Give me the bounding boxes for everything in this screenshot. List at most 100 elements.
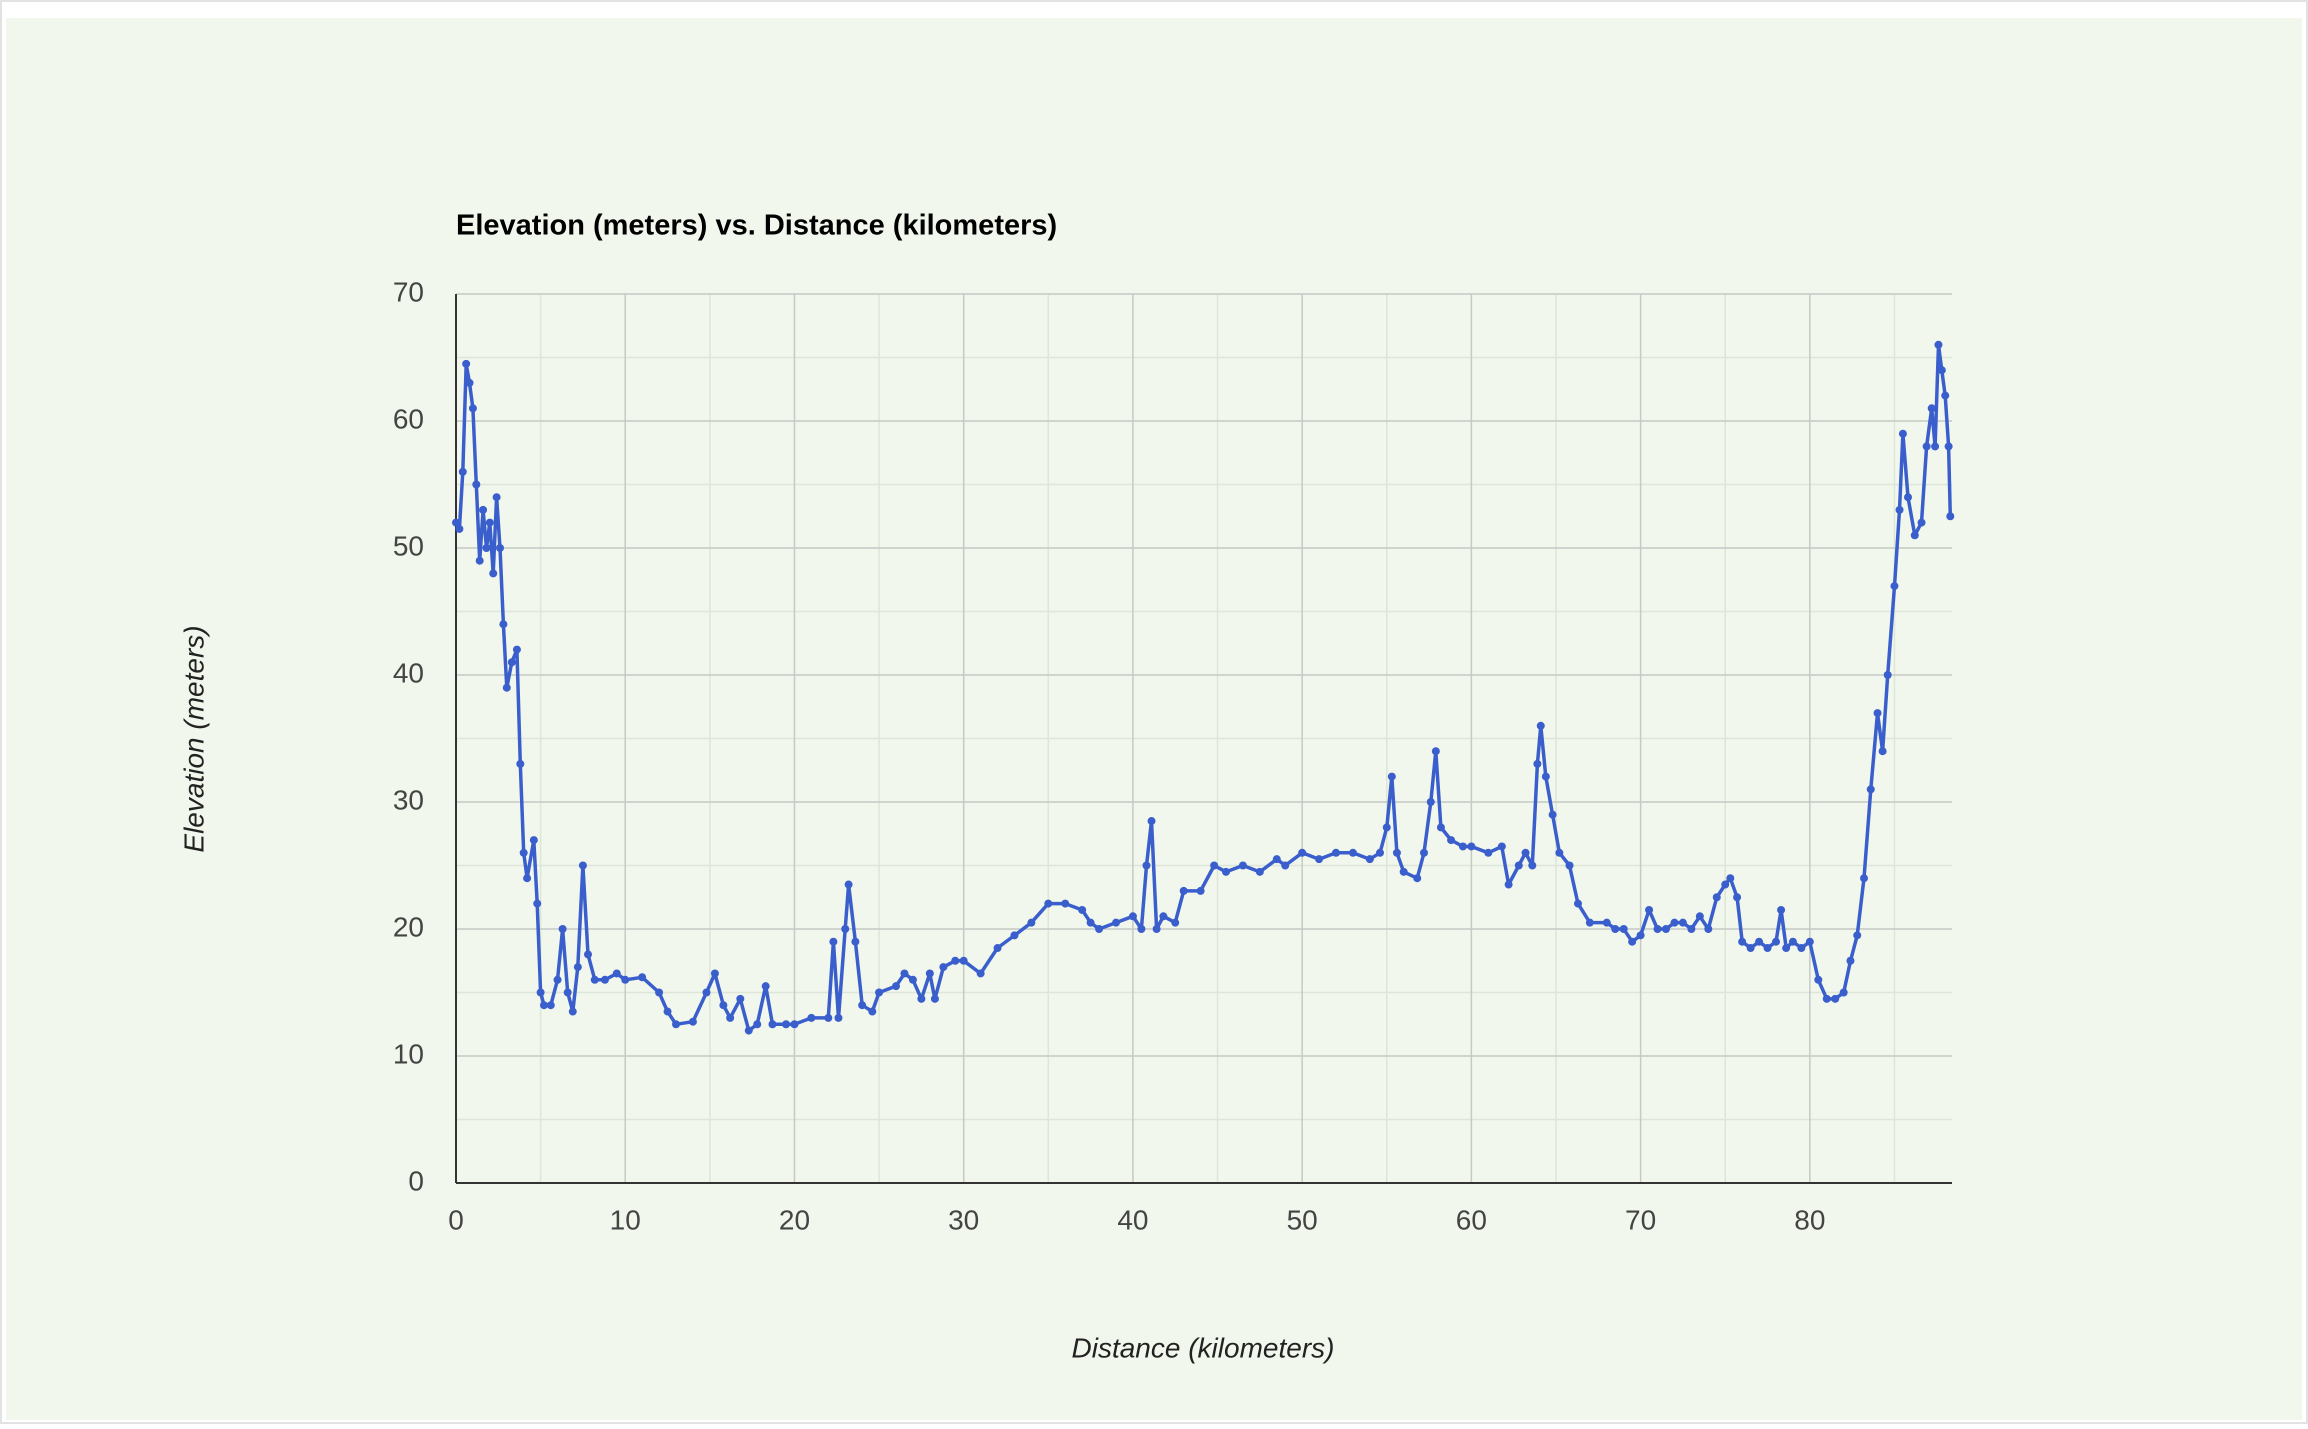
point: [612, 969, 621, 978]
y-tick-label: 50: [393, 530, 424, 561]
point: [1376, 848, 1384, 857]
point: [1678, 918, 1687, 927]
point: [472, 480, 481, 489]
point: [1298, 848, 1307, 857]
point: [1315, 855, 1324, 864]
point: [1431, 747, 1440, 756]
point: [1931, 442, 1940, 451]
point: [1238, 861, 1247, 870]
point: [782, 1020, 790, 1029]
point: [1636, 931, 1645, 940]
point: [726, 1013, 735, 1022]
point: [1777, 905, 1786, 914]
point: [1521, 848, 1530, 857]
point: [1917, 518, 1926, 527]
point: [851, 937, 860, 946]
plot: [452, 340, 1955, 1035]
point: [1866, 785, 1875, 794]
point: [1860, 874, 1868, 883]
x-tick-label: 30: [948, 1204, 979, 1235]
point: [1533, 759, 1542, 768]
x-axis-title: Distance (kilometers): [1072, 1332, 1335, 1363]
x-tick-label: 70: [1625, 1204, 1656, 1235]
point: [1541, 772, 1550, 781]
point: [546, 1001, 555, 1010]
point: [584, 950, 592, 959]
point: [1944, 442, 1953, 451]
point: [1687, 925, 1696, 933]
point: [917, 994, 926, 1003]
point: [688, 1017, 697, 1026]
point: [959, 956, 968, 965]
point: [489, 569, 498, 578]
point: [529, 836, 538, 845]
point: [1738, 937, 1747, 946]
x-tick-label: 50: [1287, 1204, 1318, 1235]
point: [468, 404, 477, 413]
point: [1387, 772, 1396, 781]
point: [523, 874, 532, 883]
point: [1458, 842, 1467, 851]
point: [1670, 918, 1679, 927]
point: [1941, 391, 1950, 400]
point: [976, 969, 985, 978]
point: [1910, 531, 1919, 540]
point: [1602, 918, 1611, 927]
point: [1814, 975, 1823, 984]
point: [1772, 937, 1780, 946]
point: [1392, 848, 1401, 857]
point: [1196, 886, 1205, 895]
point: [1763, 944, 1772, 953]
point: [1904, 493, 1912, 502]
x-tick-label: 80: [1794, 1204, 1825, 1235]
point: [753, 1020, 762, 1029]
point: [519, 848, 528, 857]
point: [452, 518, 460, 527]
point: [1611, 925, 1620, 933]
point: [533, 899, 542, 908]
point: [1413, 874, 1422, 883]
point: [621, 975, 630, 984]
point: [465, 378, 474, 387]
point: [1128, 912, 1137, 921]
point: [1086, 918, 1095, 927]
x-tick-label: 10: [610, 1204, 641, 1235]
chart-title: Elevation (meters) vs. Distance (kilomet…: [456, 210, 1057, 242]
point: [1504, 880, 1513, 889]
point: [1890, 582, 1899, 591]
point: [462, 359, 471, 368]
point: [1726, 874, 1735, 883]
point: [1695, 912, 1704, 921]
point: [1721, 880, 1730, 889]
point: [1653, 925, 1662, 933]
point: [1484, 848, 1493, 857]
x-tick-label: 0: [448, 1204, 464, 1235]
point: [1746, 944, 1755, 953]
point: [1159, 912, 1168, 921]
point: [1922, 442, 1931, 451]
x-tick-label: 60: [1456, 1204, 1487, 1235]
point: [1420, 848, 1428, 857]
point: [1755, 937, 1764, 946]
point: [455, 524, 464, 533]
point: [1937, 366, 1946, 375]
point: [744, 1026, 753, 1035]
point: [655, 988, 664, 997]
point: [1137, 925, 1146, 933]
point: [824, 1013, 833, 1022]
point: [1853, 931, 1862, 940]
point: [663, 1007, 672, 1016]
point: [702, 988, 711, 997]
y-tick-label: 70: [393, 276, 424, 307]
point: [844, 880, 853, 889]
point: [841, 925, 850, 933]
point: [1548, 810, 1557, 819]
point: [507, 658, 516, 667]
point: [829, 937, 838, 946]
point: [479, 505, 488, 514]
point: [536, 988, 545, 997]
point: [1831, 994, 1840, 1003]
point: [1078, 905, 1087, 914]
point: [1095, 925, 1104, 933]
point: [1846, 956, 1855, 965]
